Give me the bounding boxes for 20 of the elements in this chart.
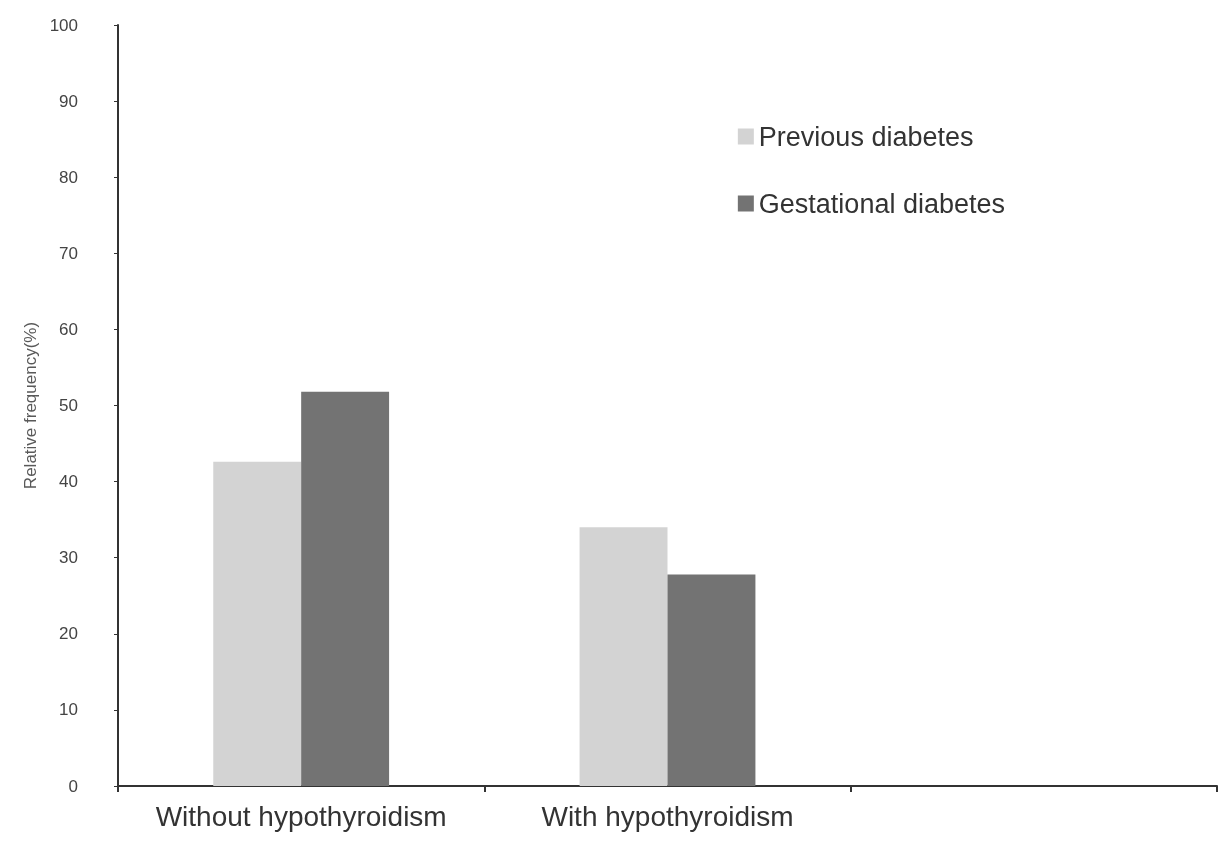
y-tick-label: 20 xyxy=(59,624,78,644)
y-tick-label: 80 xyxy=(59,167,78,187)
y-axis-title: Relative frequency(%) xyxy=(20,321,40,490)
bar xyxy=(579,527,668,786)
bar xyxy=(213,461,302,786)
y-tick-label: 90 xyxy=(59,91,78,111)
y-tick-label: 100 xyxy=(49,15,78,35)
y-tick-label: 30 xyxy=(59,548,78,568)
bar xyxy=(301,391,390,786)
bar xyxy=(667,574,756,786)
y-tick-label: 50 xyxy=(59,396,78,415)
y-tick-label: 70 xyxy=(59,243,78,263)
y-tick-label: 40 xyxy=(59,472,78,492)
y-tick-label: 60 xyxy=(59,319,78,339)
y-tick-label: 0 xyxy=(68,776,78,796)
y-tick-label: 10 xyxy=(59,700,78,720)
legend-label: Gestational diabetes xyxy=(758,188,1006,219)
legend-label: Previous diabetes xyxy=(758,121,974,152)
x-tick-label: Without hypothyroidism xyxy=(155,800,447,832)
x-tick-label: With hypothyroidism xyxy=(541,800,794,832)
